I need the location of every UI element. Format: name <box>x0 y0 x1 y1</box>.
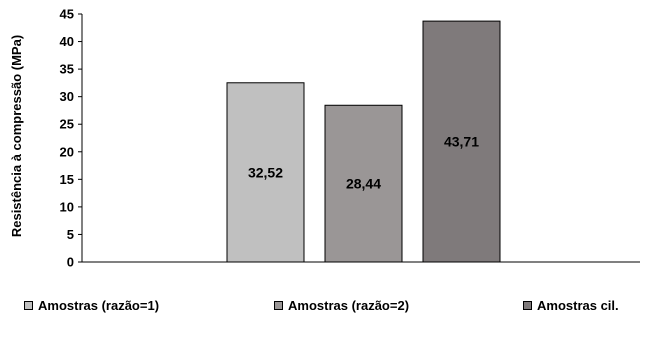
bar-series-2 <box>324 104 403 263</box>
y-tick-label: 15 <box>60 172 74 187</box>
y-tick-label: 25 <box>60 117 74 132</box>
legend-swatch <box>274 301 283 310</box>
data-label-series-2: 28,44 <box>346 176 381 192</box>
y-tick-label: 30 <box>60 89 74 104</box>
bar-series-3 <box>422 20 501 263</box>
legend-label: Amostras (razão=1) <box>38 298 160 313</box>
data-label-series-3: 43,71 <box>444 134 479 150</box>
legend-swatch <box>523 301 532 310</box>
legend: Amostras (razão=1) Amostras (razão=2) Amos… <box>0 298 649 322</box>
legend-swatch <box>24 301 33 310</box>
y-tick-label: 45 <box>60 7 74 22</box>
y-axis-label: Resistência à compressão (MPa) <box>9 35 24 237</box>
legend-label: Amostras (razão=2) <box>288 298 410 313</box>
data-label-series-1: 32,52 <box>248 164 283 180</box>
y-tick-label: 20 <box>60 144 74 159</box>
y-tick-label: 10 <box>60 199 74 214</box>
legend-label: Amostras cil. <box>537 298 619 313</box>
y-tick-label: 0 <box>67 255 74 270</box>
legend-item-3: Amostras cil. <box>523 298 619 313</box>
y-tick-label: 40 <box>60 34 74 49</box>
bar-series-1 <box>226 82 305 263</box>
y-tick-label: 5 <box>67 227 74 242</box>
y-tick-label: 35 <box>60 62 74 77</box>
legend-item-1: Amostras (razão=1) <box>24 298 159 313</box>
legend-item-2: Amostras (razão=2) <box>274 298 409 313</box>
